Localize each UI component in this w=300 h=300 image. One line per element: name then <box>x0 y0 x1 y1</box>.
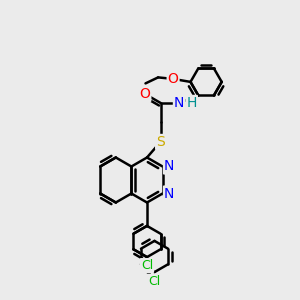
Text: S: S <box>156 135 165 149</box>
Text: O: O <box>140 87 150 101</box>
Text: Cl: Cl <box>148 274 160 288</box>
Text: N: N <box>164 187 174 200</box>
Text: N: N <box>174 96 184 110</box>
Text: O: O <box>168 72 178 86</box>
Text: N: N <box>164 160 174 173</box>
Text: H: H <box>187 96 197 110</box>
Text: Cl: Cl <box>141 259 153 272</box>
